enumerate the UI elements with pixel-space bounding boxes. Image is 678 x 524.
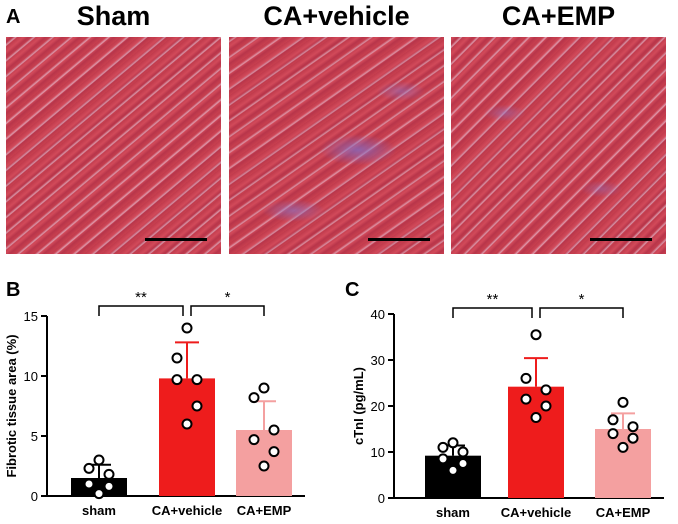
panel-a-letter: A	[6, 6, 21, 28]
category-label: CA+EMP	[596, 505, 651, 520]
data-point	[607, 414, 619, 426]
data-point	[447, 437, 459, 449]
data-point	[627, 432, 639, 444]
data-point	[617, 441, 629, 453]
data-point	[83, 462, 95, 474]
data-point	[447, 464, 459, 476]
y-tick-label: 0	[378, 491, 385, 506]
title-ca-vehicle: CA+vehicle	[263, 1, 410, 31]
category-label: sham	[82, 503, 116, 518]
data-point	[627, 421, 639, 433]
data-point	[540, 384, 552, 396]
title-sham: Sham	[76, 1, 151, 31]
data-point	[93, 454, 105, 466]
data-point	[103, 468, 115, 480]
data-point	[457, 458, 469, 469]
data-point	[248, 392, 260, 404]
data-point	[171, 374, 183, 386]
bar	[595, 429, 651, 498]
data-point	[268, 446, 280, 458]
chart-ctni: C 0 10 20 30 40 cTnI (pg/mL) sham CA+vehicle CA+…	[345, 279, 664, 520]
y-tick-label: 10	[371, 445, 385, 460]
category-label: sham	[436, 505, 470, 520]
panel-c-letter: C	[345, 279, 359, 301]
micrograph-sham	[6, 37, 221, 254]
data-point	[93, 488, 105, 500]
panel-b-letter: B	[6, 279, 20, 301]
data-point	[258, 460, 270, 472]
data-point	[437, 441, 449, 453]
data-point	[258, 382, 270, 394]
category-label: CA+vehicle	[152, 503, 222, 518]
data-point	[457, 446, 469, 458]
data-point	[520, 372, 532, 384]
micrograph-ca-emp	[451, 37, 666, 254]
y-tick-label: 15	[24, 309, 38, 324]
y-tick-label: 40	[371, 307, 385, 322]
bar	[508, 386, 564, 498]
significance-bracket	[190, 305, 265, 316]
scale-bar	[368, 238, 430, 241]
data-point	[530, 412, 542, 423]
data-point	[437, 453, 449, 465]
scale-bar	[590, 238, 652, 241]
data-point	[103, 480, 115, 492]
data-point	[520, 393, 532, 405]
data-point	[617, 396, 629, 408]
title-ca-emp: CA+EMP	[501, 1, 616, 31]
y-axis-label: Fibrotic tissue area (%)	[4, 334, 19, 477]
data-point	[540, 400, 552, 412]
data-point	[248, 434, 260, 446]
significance-label: **	[487, 291, 499, 308]
y-tick-label: 30	[371, 353, 385, 368]
significance-bracket	[452, 307, 533, 318]
data-point	[191, 374, 203, 386]
y-axis-label: cTnI (pg/mL)	[351, 367, 366, 445]
data-point	[191, 400, 203, 412]
significance-label: **	[135, 289, 147, 306]
bar	[425, 455, 481, 498]
data-point	[268, 424, 280, 436]
significance-bracket	[539, 307, 624, 318]
significance-label: *	[579, 291, 585, 308]
data-point	[530, 329, 542, 341]
y-tick-label: 0	[31, 489, 38, 504]
y-tick-label: 5	[31, 429, 38, 444]
significance-bracket	[98, 305, 184, 316]
micrograph-ca-vehicle	[229, 37, 444, 254]
data-point	[181, 322, 193, 334]
data-point	[607, 428, 619, 440]
chart-fibrotic-area: B 0 5 10 15 Fibrotic tissue area (%) sham CA+v…	[4, 279, 305, 518]
data-point	[83, 478, 95, 490]
y-tick-label: 20	[371, 399, 385, 414]
y-tick-label: 10	[24, 369, 38, 384]
category-label: CA+vehicle	[501, 505, 571, 520]
data-point	[171, 352, 183, 364]
scale-bar	[145, 238, 207, 241]
data-point	[181, 418, 193, 430]
bar	[159, 378, 215, 496]
significance-label: *	[225, 289, 231, 306]
category-label: CA+EMP	[237, 503, 292, 518]
